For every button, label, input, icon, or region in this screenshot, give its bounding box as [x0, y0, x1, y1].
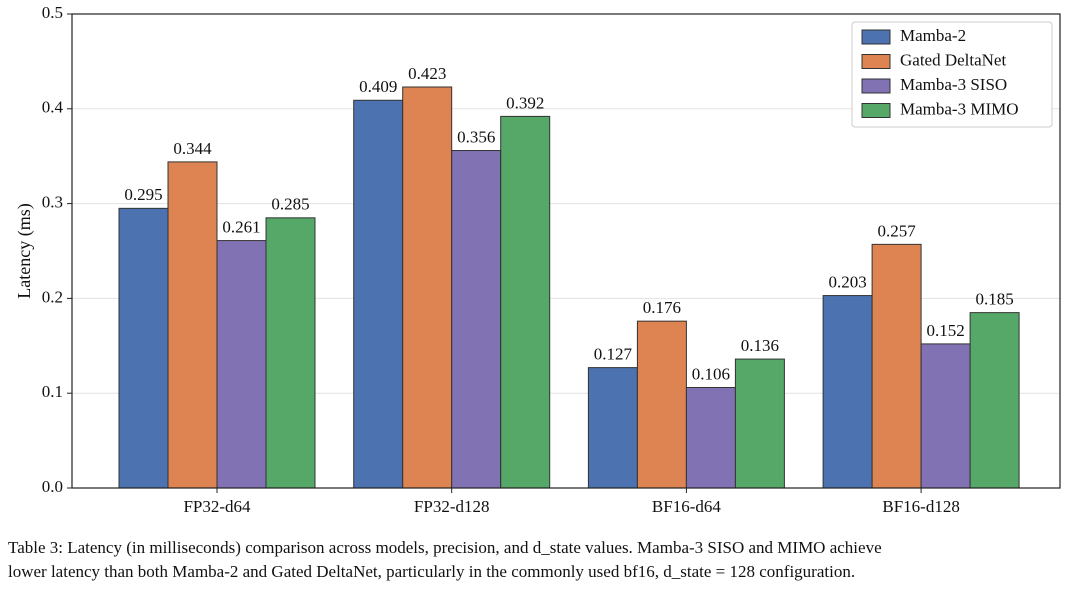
value-label: 0.356 [457, 127, 495, 146]
bar [871, 243, 922, 489]
value-label: 0.136 [741, 336, 779, 355]
legend-swatch [861, 78, 891, 94]
x-tick-label: FP32-d128 [414, 497, 490, 516]
y-tick-label: 0.2 [42, 287, 63, 306]
plot-frame [71, 13, 1061, 489]
y-tick-label: 0.3 [42, 193, 63, 212]
y-tick-label: 0.4 [42, 98, 64, 117]
legend-label: Mamba-3 MIMO [900, 99, 1019, 118]
bar [167, 161, 218, 489]
legend-swatch [861, 103, 891, 118]
value-label: 0.295 [124, 185, 162, 204]
value-label: 0.185 [975, 290, 1013, 309]
x-tick-label: BF16-d128 [882, 497, 959, 516]
bar [920, 343, 971, 489]
value-label: 0.392 [506, 93, 544, 112]
legend-label: Mamba-3 SISO [900, 75, 1007, 94]
legend-swatch [861, 54, 891, 69]
bar [685, 387, 736, 489]
bar [734, 358, 785, 489]
y-tick-label: 0.5 [42, 3, 63, 22]
y-tick-label: 0.1 [42, 382, 63, 401]
legend-label: Gated DeltaNet [900, 50, 1006, 69]
legend-label: Mamba-2 [900, 26, 966, 45]
value-label: 0.257 [877, 221, 916, 240]
value-label: 0.344 [173, 139, 212, 158]
value-label: 0.261 [222, 217, 260, 236]
bar [822, 295, 873, 489]
bar [353, 99, 404, 489]
bar [587, 367, 638, 489]
caption-line: lower latency than both Mamba-2 and Gate… [8, 562, 855, 581]
bar [969, 312, 1020, 489]
y-tick-label: 0.0 [42, 477, 63, 496]
bar [402, 86, 453, 489]
x-tick-label: BF16-d64 [652, 497, 721, 516]
bar [636, 320, 687, 489]
y-axis-label: Latency (ms) [14, 203, 35, 298]
value-label: 0.203 [828, 272, 866, 291]
value-label: 0.409 [359, 77, 397, 96]
caption-line: Table 3: Latency (in milliseconds) compa… [8, 538, 882, 557]
bar [500, 115, 551, 489]
bar [216, 240, 267, 489]
value-label: 0.106 [692, 364, 730, 383]
x-tick-label: FP32-d64 [183, 497, 251, 516]
value-label: 0.152 [926, 321, 964, 340]
legend-box [851, 21, 1053, 128]
bar [265, 217, 316, 489]
bar [118, 207, 169, 489]
value-label: 0.127 [594, 345, 633, 364]
value-label: 0.423 [408, 64, 446, 83]
value-label: 0.176 [643, 298, 681, 317]
bar [451, 150, 502, 489]
legend-swatch [861, 29, 891, 45]
value-label: 0.285 [271, 195, 309, 214]
